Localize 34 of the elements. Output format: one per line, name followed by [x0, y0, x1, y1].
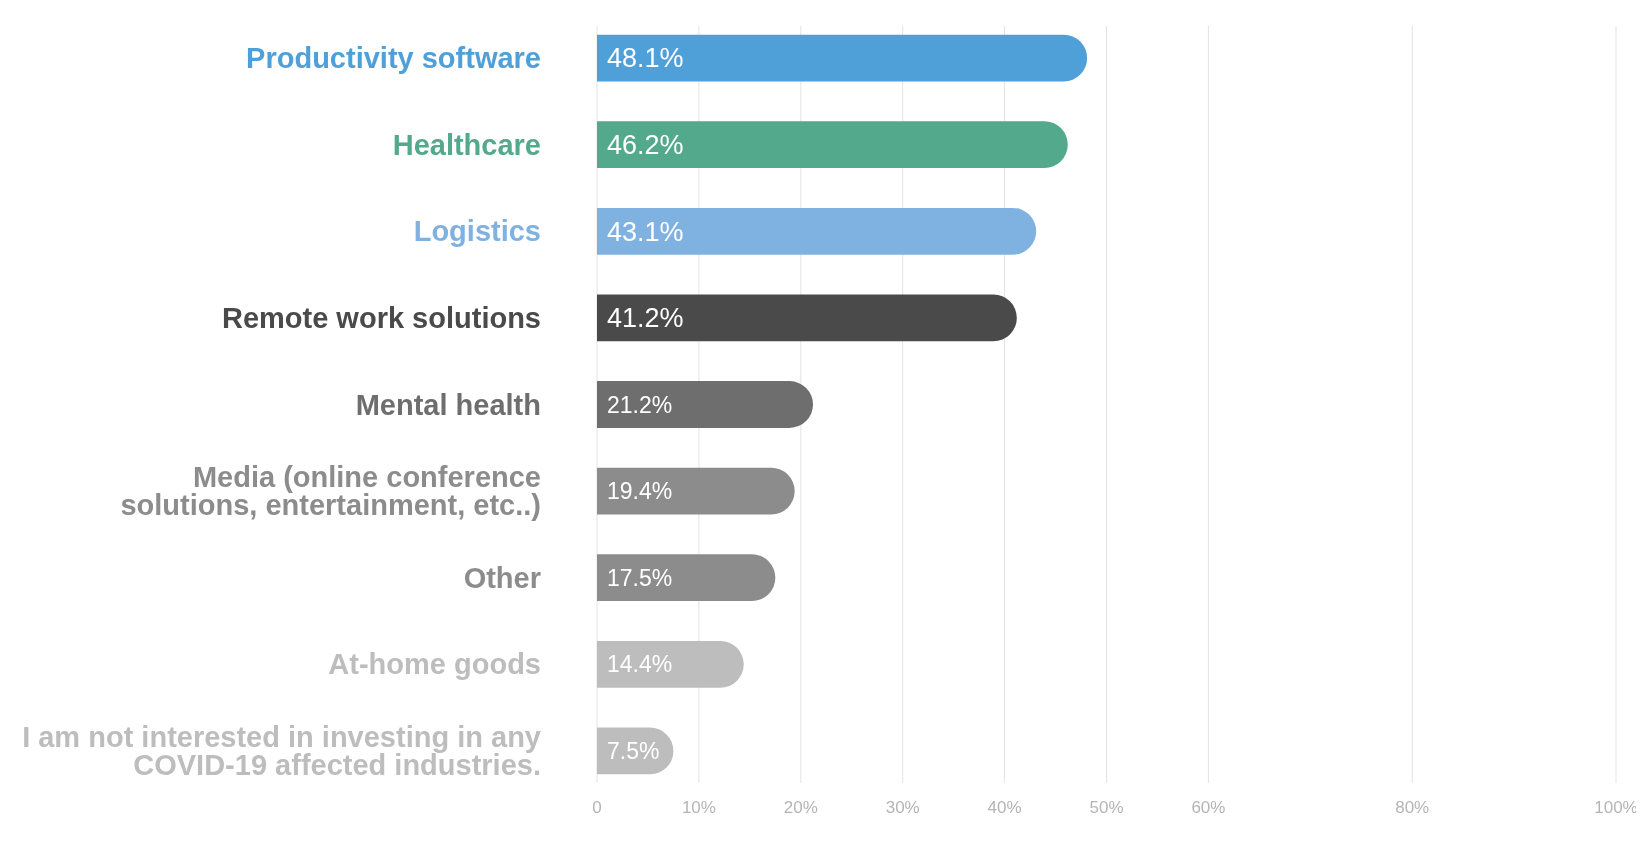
data-label: 17.5%: [607, 564, 673, 591]
data-label: 19.4%: [607, 478, 673, 505]
x-tick-label: 50%: [1089, 798, 1124, 817]
bar: [597, 34, 1088, 82]
data-label: 7.5%: [607, 738, 660, 764]
bar: [597, 467, 795, 515]
y-tick-label: Media (online conference solutions, entertainment, etc..): [120, 461, 541, 522]
y-tick-label: I am not interested in investing in any COVID-19 affected industries.: [22, 721, 541, 781]
bar: [597, 554, 776, 602]
data-label: 46.2%: [607, 130, 684, 161]
bar: [597, 121, 1068, 169]
x-tick-label: 40%: [987, 798, 1022, 817]
x-tick-label: 60%: [1191, 798, 1226, 817]
data-label: 14.4%: [607, 651, 673, 678]
data-label: 43.1%: [607, 216, 684, 247]
y-tick-label: At-home goods: [328, 648, 541, 681]
x-tick-label: 20%: [783, 798, 818, 817]
data-label: 48.1%: [607, 43, 684, 74]
x-tick-label: 80%: [1395, 798, 1430, 817]
bar: [597, 294, 1017, 342]
y-tick-label: Mental health: [355, 388, 541, 421]
y-tick-label: Healthcare: [392, 128, 541, 161]
x-tick-label: 10%: [681, 798, 716, 817]
bar: [597, 207, 1037, 255]
data-label: 21.2%: [607, 391, 673, 418]
y-tick-label: Other: [463, 561, 541, 594]
x-tick-label: 0: [592, 798, 602, 817]
x-tick-label: 30%: [885, 798, 920, 817]
bar: [597, 381, 813, 428]
bar: [597, 640, 744, 688]
y-tick-label: Remote work solutions: [221, 302, 541, 335]
y-tick-label: Logistics: [413, 215, 541, 248]
data-label: 41.2%: [607, 303, 684, 334]
y-tick-label: Productivity software: [246, 42, 541, 75]
